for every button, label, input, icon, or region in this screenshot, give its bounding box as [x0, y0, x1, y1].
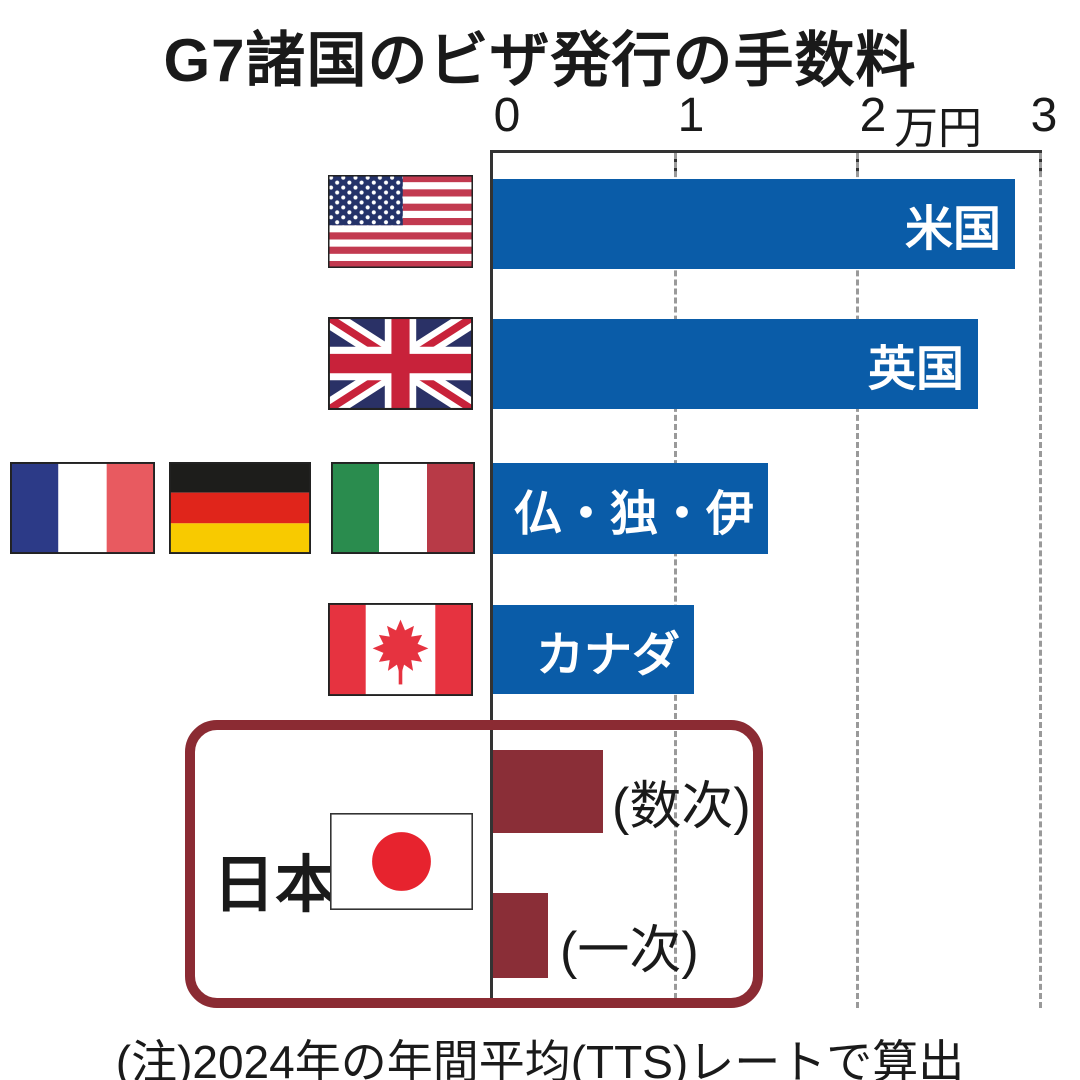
japan-flag-icon [330, 813, 473, 910]
germany-flag-icon [169, 462, 311, 554]
japan-label: 日本 [213, 851, 338, 920]
usa-flag-icon [328, 175, 473, 268]
bar-label-canada: カナダ [535, 628, 680, 682]
japan-multiple-entry-label: (数次) [612, 778, 751, 836]
france-flag-icon [10, 462, 155, 554]
axis-baseline [490, 150, 493, 998]
bar-uk: 英国 [493, 319, 978, 409]
source-note: (注)2024年の年間平均(TTS)レートで算出 [115, 1036, 965, 1080]
bar-usa: 米国 [493, 179, 1015, 269]
uk-flag-icon [328, 317, 473, 410]
gridline-2 [856, 153, 859, 1008]
canada-flag-icon [328, 603, 473, 696]
x-tick-label-3: 3 [1030, 89, 1058, 142]
bar-japan-multiple-entry [493, 750, 603, 833]
axis-ruler [490, 150, 1042, 153]
x-tick-label-2: 2 [859, 89, 887, 142]
italy-flag-icon [331, 462, 475, 554]
gridline-3 [1039, 153, 1042, 1008]
bar-label-france-germany-italy: 仏・独・伊 [513, 487, 754, 541]
chart-title: G7諸国のビザ発行の手数料 [163, 27, 917, 94]
bar-canada: カナダ [493, 605, 694, 694]
japan-single-entry-label: (一次) [560, 922, 699, 980]
bar-label-usa: 米国 [904, 203, 1001, 256]
gridline-1 [674, 153, 677, 1008]
axis-unit-label: 万円 [894, 104, 982, 153]
japan-highlight-box [185, 720, 763, 1008]
bar-japan-single-entry [493, 893, 548, 978]
bar-france-germany-italy: 仏・独・伊 [493, 463, 768, 554]
x-tick-label-0: 0 [493, 89, 521, 142]
bar-label-uk: 英国 [867, 343, 964, 396]
x-tick-label-1: 1 [677, 89, 705, 142]
